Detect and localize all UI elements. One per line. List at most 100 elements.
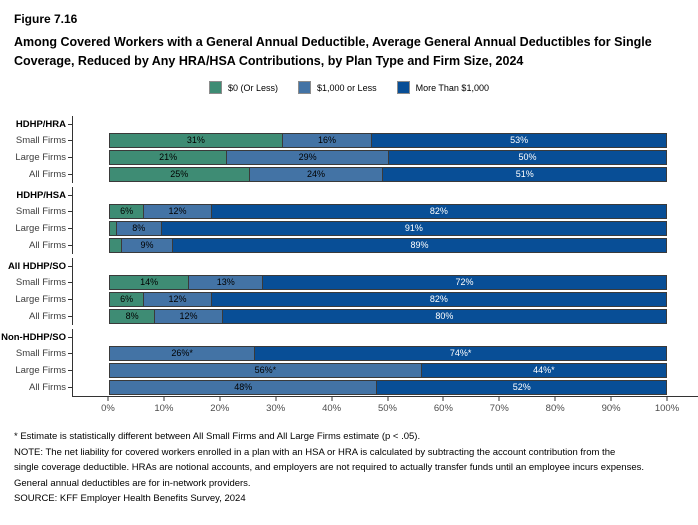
x-axis-tick-label: 70% [489, 403, 509, 414]
bar-track: 56%* 44%* [73, 363, 698, 378]
group-label-row: Non-HDHP/SO [0, 329, 698, 345]
panel-strip: 26%* 74%* [72, 345, 698, 362]
bar-segment-label: 24% [306, 169, 325, 179]
panel-strip: 8% 12% 80% [72, 308, 698, 325]
y-axis-tick-mark [68, 282, 72, 283]
bar-row: Small Firms 6% 12% 82% [0, 203, 698, 220]
bar-row: All Firms 8% 12% 80% [0, 308, 698, 325]
y-axis-tick-mark [68, 123, 72, 125]
bar-segment-label: 82% [429, 294, 448, 304]
x-axis-tick-mark [163, 397, 165, 401]
bar-segment: 44%* [420, 363, 667, 378]
y-axis-tick-mark [68, 387, 72, 388]
bar-segment-label: 80% [435, 311, 454, 321]
bar-segment: 48% [109, 380, 378, 395]
legend-swatch-icon [209, 81, 223, 94]
bar-segment-label: 72% [455, 277, 474, 287]
group-label: Non-HDHP/SO [1, 331, 66, 343]
bar-segment: 14% [109, 275, 190, 290]
group-label-row: HDHP/HSA [0, 187, 698, 203]
y-axis-tick-mark [68, 228, 72, 229]
bar-row: All Firms 9% 89% [0, 237, 698, 254]
bar-segment: 91% [160, 221, 667, 236]
bar-segment-label: 6% [120, 206, 134, 216]
bar-row-label: All Firms [29, 311, 66, 322]
bar-track: 25% 24% 51% [73, 167, 698, 182]
panel-strip: 8% 91% [72, 220, 698, 237]
x-axis-tick-mark [442, 397, 444, 401]
x-axis-tick-mark [331, 397, 333, 401]
bar-segment-label: 12% [168, 206, 187, 216]
bar-segment: 82% [210, 204, 667, 219]
bar-segment-label: 91% [404, 223, 423, 233]
bar-track: 14% 13% 72% [73, 275, 698, 290]
bar-track: 6% 12% 82% [73, 204, 698, 219]
legend-item: $1,000 or Less [298, 81, 377, 94]
bar-row: Small Firms 31% 16% 53% [0, 132, 698, 149]
bar-segment: 56%* [109, 363, 422, 378]
y-axis-tick-mark [68, 299, 72, 300]
legend-item: $0 (Or Less) [209, 81, 278, 94]
bar-segment: 6% [109, 204, 145, 219]
bar-row: Large Firms 8% 91% [0, 220, 698, 237]
x-axis-tick-label: 80% [545, 403, 565, 414]
source-line: SOURCE: KFF Employer Health Benefits Sur… [14, 493, 246, 504]
bar-segment-label: 14% [140, 277, 159, 287]
stacked-bar: 6% 12% 82% [109, 204, 667, 219]
x-axis-tick-label: 30% [266, 403, 286, 414]
x-axis-tick-label: 60% [433, 403, 453, 414]
bar-segment-label: 31% [186, 135, 205, 145]
x-axis-tick-mark [666, 397, 668, 401]
bar-segment-label: 44%* [533, 365, 555, 375]
x-axis-ticks: 0% 10% 20% 30% 40% 50% 60% 70% 80% 90% 100% [101, 397, 679, 421]
bar-row: Small Firms 26%* 74%* [0, 345, 698, 362]
x-axis-tick-mark [387, 397, 388, 401]
figure-header: Figure 7.16 Among Covered Workers with a… [0, 0, 698, 71]
stacked-bar: 56%* 44%* [109, 363, 667, 378]
panel-strip: 31% 16% 53% [72, 132, 698, 149]
y-axis-tick-mark [68, 174, 72, 175]
stacked-bar-chart: HDHP/HRA Small Firms 31% 16% 53% Large Firms 2… [0, 116, 698, 421]
y-axis-tick-mark [68, 370, 72, 371]
bar-segment: 74%* [254, 346, 667, 361]
y-axis-tick [66, 245, 72, 246]
y-axis-tick-mark [68, 316, 72, 317]
group-label-row: All HDHP/SO [0, 258, 698, 274]
bar-segment-label: 8% [125, 311, 139, 321]
bar-track: 6% 12% 82% [73, 292, 698, 307]
bar-segment: 16% [281, 133, 373, 148]
bar-segment-label: 51% [515, 169, 534, 179]
stacked-bar: 21% 29% 50% [109, 150, 667, 165]
x-axis-tick-label: 0% [101, 403, 115, 414]
x-axis-tick-mark [275, 397, 277, 401]
stacked-bar: 14% 13% 72% [109, 275, 667, 290]
bar-row-label: Small Firms [15, 348, 66, 359]
panel-strip: 9% 89% [72, 237, 698, 254]
bar-row-label: Large Firms [15, 294, 66, 305]
bar-segment: 89% [171, 238, 667, 253]
x-axis-tick-mark [610, 397, 612, 401]
bar-row-label: Small Firms [15, 206, 66, 217]
group-label: HDHP/HSA [16, 189, 66, 201]
figure-number: Figure 7.16 [14, 12, 78, 26]
y-axis-tick-mark [68, 157, 72, 158]
bar-segment-label: 29% [298, 152, 317, 162]
stacked-bar: 26%* 74%* [109, 346, 667, 361]
bar-segment: 53% [371, 133, 667, 148]
y-axis-tick-mark [68, 140, 72, 141]
bar-segment-label: 52% [512, 382, 531, 392]
group-label: HDHP/HRA [15, 118, 66, 130]
bar-row-label: Small Firms [15, 277, 66, 288]
y-axis-tick-mark [68, 194, 72, 196]
bar-segment: 13% [188, 275, 264, 290]
bar-segment: 51% [382, 167, 667, 182]
y-axis-tick [66, 353, 72, 354]
y-axis-tick [66, 194, 72, 196]
y-axis-tick [66, 123, 72, 125]
stacked-bar: 6% 12% 82% [109, 292, 667, 307]
x-axis-tick-mark [554, 397, 556, 401]
bar-segment: 12% [154, 309, 223, 324]
bar-track: 21% 29% 50% [73, 150, 698, 165]
bar-row-label: Large Firms [15, 365, 66, 376]
